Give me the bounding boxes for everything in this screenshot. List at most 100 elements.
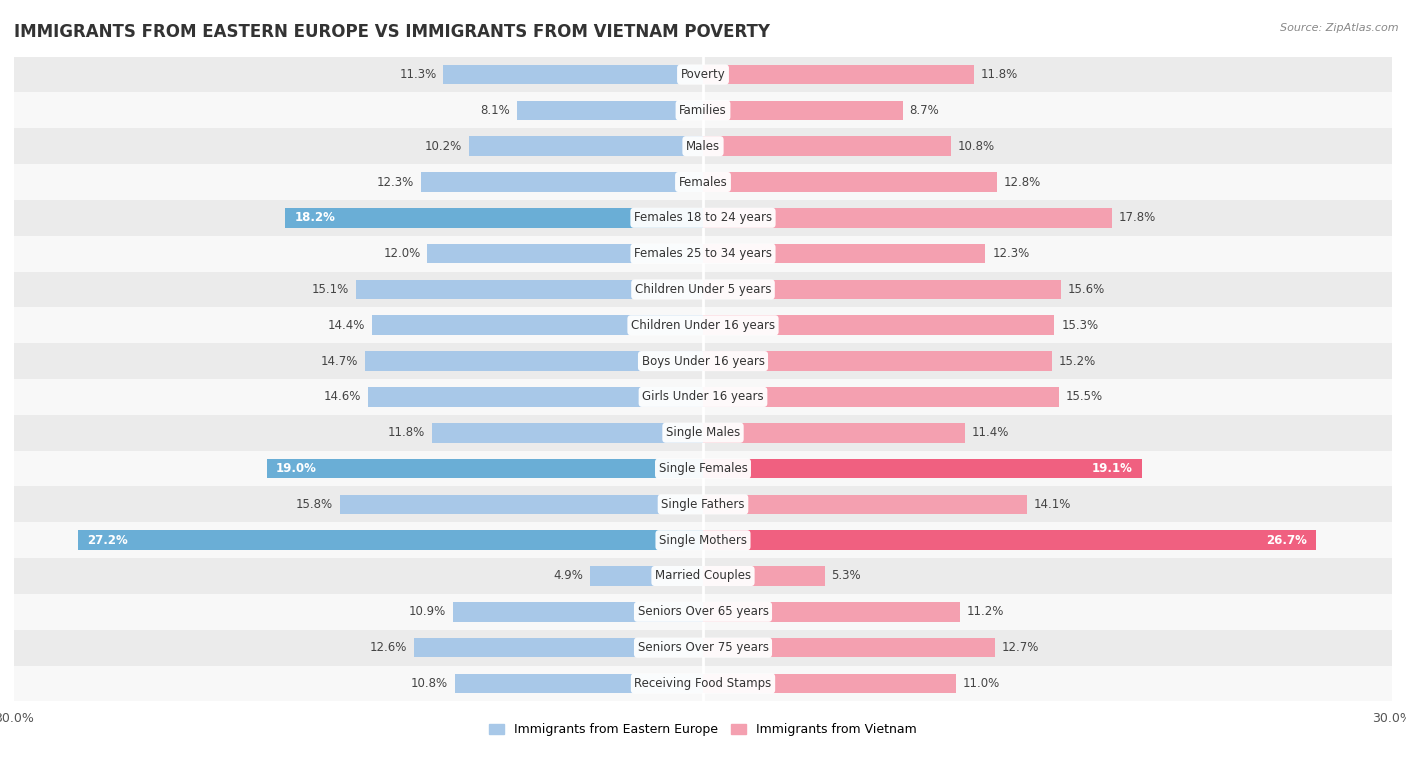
Text: 27.2%: 27.2% <box>87 534 128 547</box>
Bar <box>703 172 997 192</box>
Text: 14.4%: 14.4% <box>328 319 366 332</box>
Bar <box>14 307 1392 343</box>
Text: 18.2%: 18.2% <box>294 211 335 224</box>
Text: Married Couples: Married Couples <box>655 569 751 582</box>
Text: Children Under 5 years: Children Under 5 years <box>634 283 772 296</box>
Bar <box>703 423 965 443</box>
Bar <box>703 387 1059 407</box>
Bar <box>703 494 1026 514</box>
Bar <box>14 92 1392 128</box>
Bar <box>703 208 1112 227</box>
Bar <box>413 637 703 657</box>
Text: 8.7%: 8.7% <box>910 104 939 117</box>
Bar <box>79 531 703 550</box>
Text: 10.8%: 10.8% <box>957 139 995 152</box>
Text: 15.8%: 15.8% <box>297 498 333 511</box>
Bar <box>14 415 1392 451</box>
Bar <box>703 64 974 84</box>
Bar <box>14 594 1392 630</box>
Text: Families: Families <box>679 104 727 117</box>
Text: 8.1%: 8.1% <box>481 104 510 117</box>
Bar <box>14 343 1392 379</box>
Text: 12.7%: 12.7% <box>1001 641 1039 654</box>
Text: Seniors Over 65 years: Seniors Over 65 years <box>637 606 769 619</box>
Text: Single Mothers: Single Mothers <box>659 534 747 547</box>
Bar <box>14 630 1392 666</box>
Text: Receiving Food Stamps: Receiving Food Stamps <box>634 677 772 690</box>
Text: 26.7%: 26.7% <box>1265 534 1308 547</box>
Text: 11.4%: 11.4% <box>972 426 1010 439</box>
Bar <box>453 602 703 622</box>
Text: 10.9%: 10.9% <box>409 606 446 619</box>
Bar <box>703 315 1054 335</box>
Bar <box>14 128 1392 164</box>
Bar <box>703 566 825 586</box>
Text: 11.0%: 11.0% <box>963 677 1000 690</box>
Text: 15.2%: 15.2% <box>1059 355 1097 368</box>
Bar <box>517 101 703 121</box>
Bar <box>14 164 1392 200</box>
Text: 5.3%: 5.3% <box>831 569 862 582</box>
Text: 11.3%: 11.3% <box>399 68 437 81</box>
Text: IMMIGRANTS FROM EASTERN EUROPE VS IMMIGRANTS FROM VIETNAM POVERTY: IMMIGRANTS FROM EASTERN EUROPE VS IMMIGR… <box>14 23 770 41</box>
Text: Poverty: Poverty <box>681 68 725 81</box>
Bar <box>703 280 1062 299</box>
Text: 11.2%: 11.2% <box>967 606 1004 619</box>
Bar <box>443 64 703 84</box>
Bar <box>356 280 703 299</box>
Text: 12.0%: 12.0% <box>384 247 420 260</box>
Bar <box>703 602 960 622</box>
Text: 12.3%: 12.3% <box>993 247 1029 260</box>
Text: Single Females: Single Females <box>658 462 748 475</box>
Text: 11.8%: 11.8% <box>981 68 1018 81</box>
Bar <box>14 487 1392 522</box>
Text: 12.8%: 12.8% <box>1004 176 1040 189</box>
Text: 14.7%: 14.7% <box>321 355 359 368</box>
Bar <box>14 57 1392 92</box>
Bar <box>703 531 1316 550</box>
Text: 15.6%: 15.6% <box>1069 283 1105 296</box>
Bar <box>14 558 1392 594</box>
Bar <box>340 494 703 514</box>
Text: 12.6%: 12.6% <box>370 641 406 654</box>
Text: Children Under 16 years: Children Under 16 years <box>631 319 775 332</box>
Bar <box>14 666 1392 701</box>
Bar <box>14 379 1392 415</box>
Text: Single Males: Single Males <box>666 426 740 439</box>
Bar <box>456 674 703 694</box>
Bar <box>267 459 703 478</box>
Bar <box>427 244 703 264</box>
Text: 4.9%: 4.9% <box>554 569 583 582</box>
Bar <box>285 208 703 227</box>
Text: 19.0%: 19.0% <box>276 462 316 475</box>
Legend: Immigrants from Eastern Europe, Immigrants from Vietnam: Immigrants from Eastern Europe, Immigran… <box>485 718 921 741</box>
Text: 11.8%: 11.8% <box>388 426 425 439</box>
Text: Females 25 to 34 years: Females 25 to 34 years <box>634 247 772 260</box>
Text: 15.1%: 15.1% <box>312 283 349 296</box>
Text: 15.3%: 15.3% <box>1062 319 1098 332</box>
Text: Seniors Over 75 years: Seniors Over 75 years <box>637 641 769 654</box>
Bar <box>703 459 1142 478</box>
Bar <box>703 244 986 264</box>
Bar <box>703 351 1052 371</box>
Text: 17.8%: 17.8% <box>1119 211 1156 224</box>
Bar <box>14 200 1392 236</box>
Bar <box>14 522 1392 558</box>
Bar <box>703 101 903 121</box>
Bar <box>14 271 1392 307</box>
Bar <box>703 674 956 694</box>
Text: 19.1%: 19.1% <box>1091 462 1132 475</box>
Bar <box>366 351 703 371</box>
Bar <box>368 387 703 407</box>
Text: Source: ZipAtlas.com: Source: ZipAtlas.com <box>1281 23 1399 33</box>
Bar <box>468 136 703 156</box>
Text: 10.8%: 10.8% <box>411 677 449 690</box>
Bar <box>420 172 703 192</box>
Text: 10.2%: 10.2% <box>425 139 461 152</box>
Bar <box>591 566 703 586</box>
Text: Boys Under 16 years: Boys Under 16 years <box>641 355 765 368</box>
Bar <box>373 315 703 335</box>
Bar <box>703 637 994 657</box>
Text: Single Fathers: Single Fathers <box>661 498 745 511</box>
Bar <box>14 451 1392 487</box>
